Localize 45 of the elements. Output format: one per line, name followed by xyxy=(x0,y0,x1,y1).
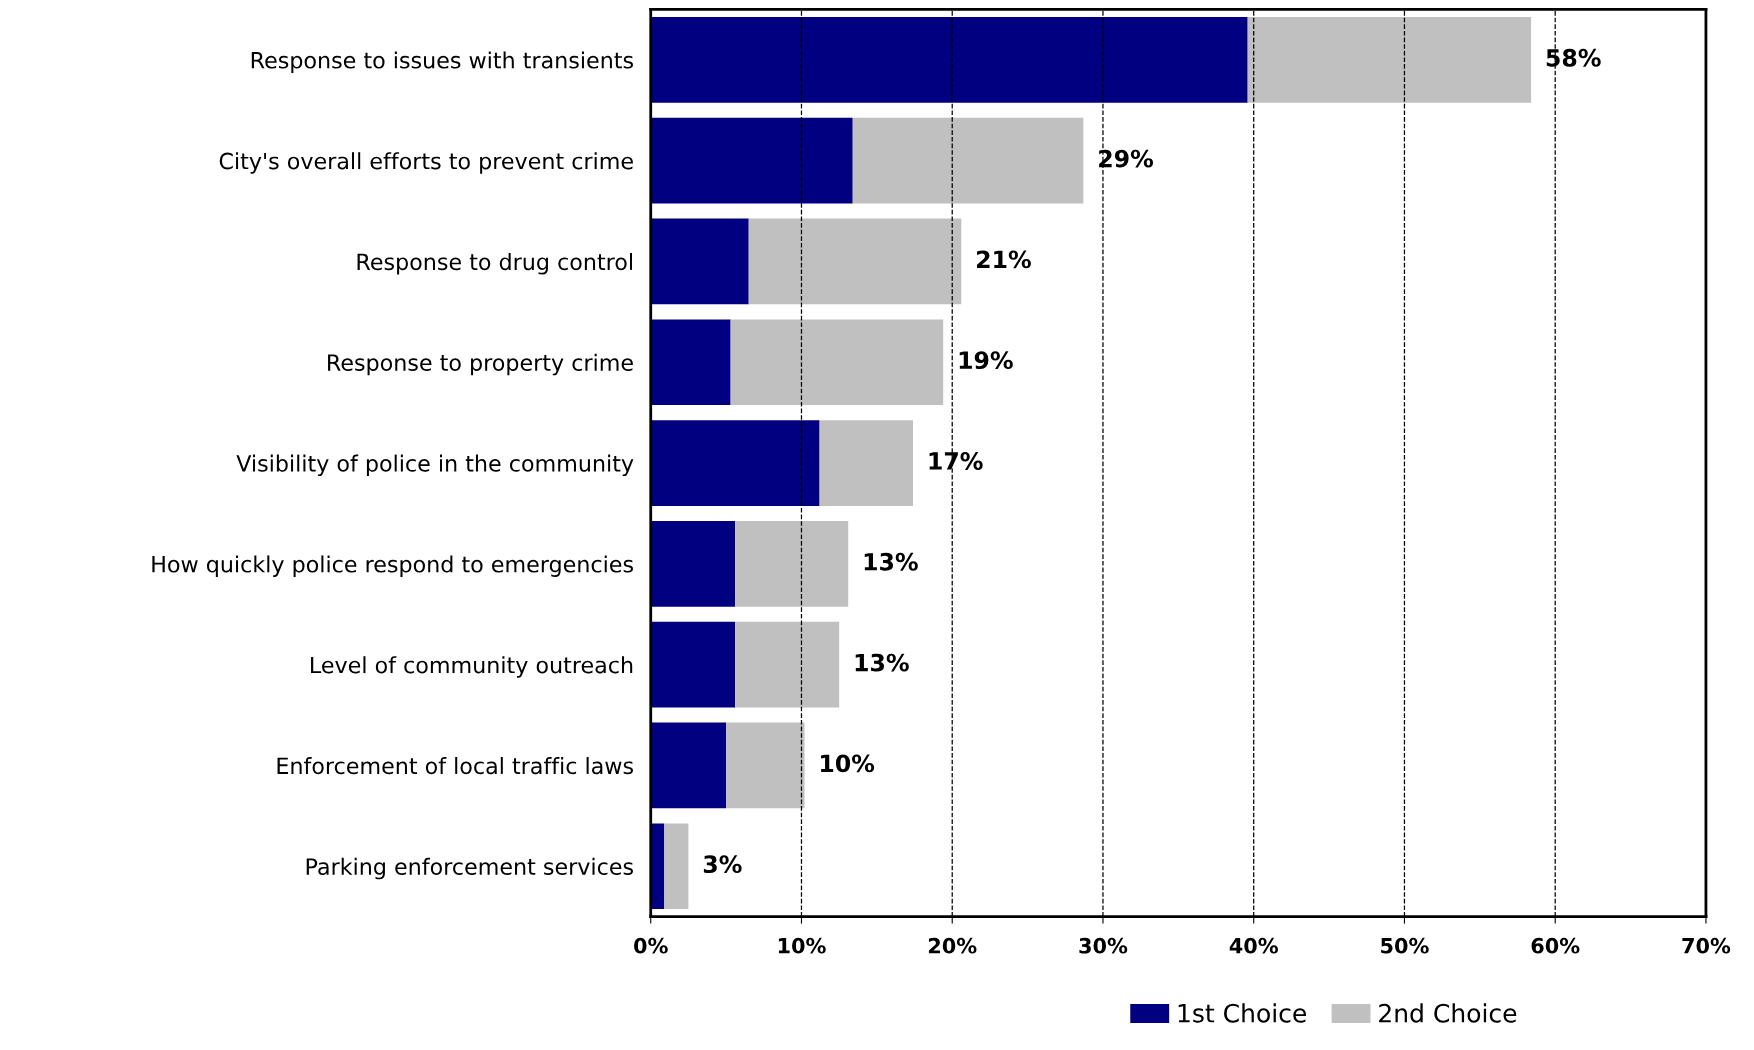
x-tick-label: 10% xyxy=(778,937,826,954)
bar xyxy=(650,218,749,305)
total-label: 21% xyxy=(977,250,1031,269)
x-tick-label: 60% xyxy=(1531,937,1580,954)
x-tick-label: 70% xyxy=(1682,937,1731,954)
y-tick-label: Enforcement of local traffic laws xyxy=(277,757,633,775)
bar xyxy=(650,621,736,708)
total-label: 58% xyxy=(1546,48,1601,67)
bar xyxy=(650,17,1248,103)
y-tick-label: Parking enforcement services xyxy=(306,857,633,880)
x-tick-label: 40% xyxy=(1229,937,1278,954)
total-label: 17% xyxy=(929,452,983,470)
x-tick-label: 20% xyxy=(928,937,977,954)
bar xyxy=(650,117,853,204)
bar xyxy=(819,420,914,506)
legend-label: 2nd Choice xyxy=(1379,1003,1517,1023)
total-label: 13% xyxy=(864,552,918,571)
bar xyxy=(650,420,820,506)
bar xyxy=(735,521,849,607)
total-label: 10% xyxy=(821,754,875,773)
bar xyxy=(650,319,731,406)
bar xyxy=(730,319,944,406)
y-tick-label: Visibility of police in the community xyxy=(236,454,634,477)
y-tick-label: Response to drug control xyxy=(357,253,632,275)
bar xyxy=(650,722,727,809)
x-tick-label: 50% xyxy=(1381,937,1429,954)
total-label: 29% xyxy=(1099,149,1154,168)
bar xyxy=(735,621,840,708)
bar xyxy=(748,218,962,305)
bar xyxy=(852,117,1084,204)
y-tick-label: How quickly police respond to emergencies xyxy=(152,555,633,577)
x-tick-label: 30% xyxy=(1079,937,1128,954)
y-tick-label: City's overall efforts to prevent crime xyxy=(219,152,633,174)
total-label: 3% xyxy=(703,855,742,874)
x-tick-label: 0% xyxy=(634,937,668,954)
bar xyxy=(1247,17,1532,103)
legend-label: 1st Choice xyxy=(1178,1003,1306,1023)
y-tick-label: Response to property crime xyxy=(328,353,633,376)
bar xyxy=(726,722,805,809)
total-label: 19% xyxy=(959,351,1013,370)
y-tick-label: Response to issues with transients xyxy=(251,51,633,73)
y-tick-label: Level of community outreach xyxy=(311,656,633,678)
total-label: 13% xyxy=(855,653,909,672)
bar xyxy=(650,521,736,607)
bar xyxy=(664,823,689,910)
